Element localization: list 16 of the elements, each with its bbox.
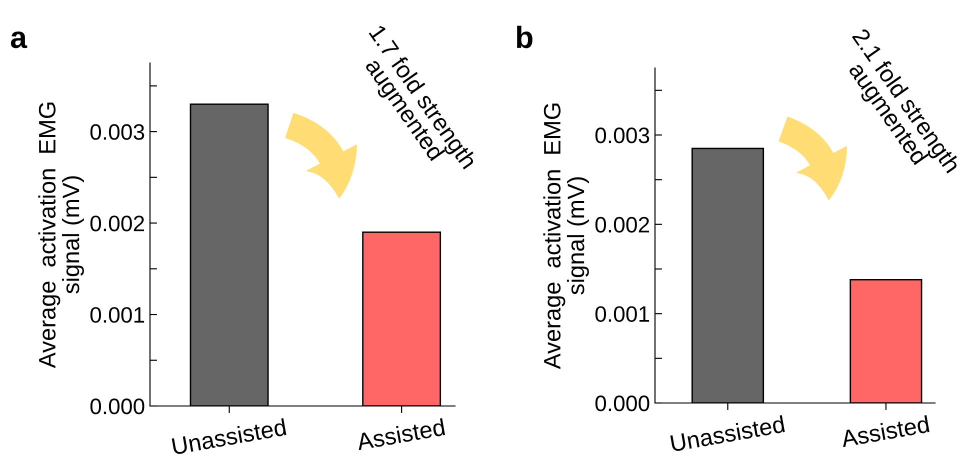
x-tick-label: Assisted xyxy=(356,418,446,450)
y-tick-label: 0.002 xyxy=(90,216,144,232)
y-tick-label: 0.002 xyxy=(595,216,650,233)
y-tick-label: 0.001 xyxy=(595,306,650,322)
text: b xyxy=(517,26,532,48)
x-tick-label: Unassisted xyxy=(172,418,286,455)
x-tick-label: Unassisted xyxy=(670,415,785,452)
x-tick-label: Assisted xyxy=(840,415,930,448)
text: a xyxy=(10,31,28,48)
y-axis-title: Average activation EMG signal (mV) xyxy=(38,102,84,368)
y-tick-label: 0.000 xyxy=(595,396,650,412)
y-tick-label: 0.000 xyxy=(90,398,144,414)
y-tick-label: 0.003 xyxy=(90,124,144,140)
y-axis-title: Average activation EMG signal (mV) xyxy=(543,104,589,370)
y-tick-label: 0.003 xyxy=(595,128,650,144)
y-tick-label: 0.001 xyxy=(90,307,144,323)
